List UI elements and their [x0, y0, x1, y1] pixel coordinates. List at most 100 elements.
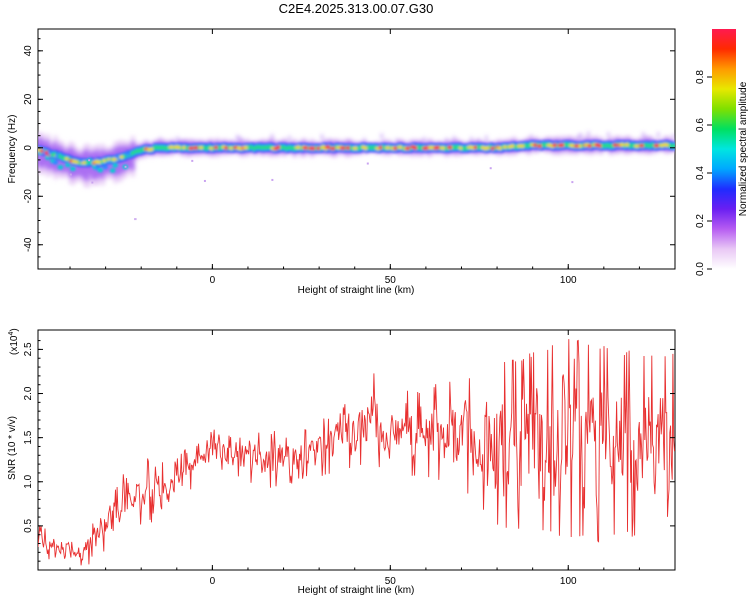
- heatmap-core: [38, 140, 675, 173]
- heatmap-speck: [445, 137, 448, 143]
- snr-x-tick-label: 100: [560, 576, 577, 587]
- heatmap-cell: [202, 145, 208, 150]
- heatmap-cell: [153, 145, 158, 150]
- heatmap-speck: [489, 167, 492, 170]
- heatmap-cell: [267, 145, 273, 149]
- heatmap-cell: [165, 146, 171, 151]
- colorbar-tick-label: 0.4: [695, 166, 706, 180]
- snr-multiplier-base: (x10: [9, 335, 20, 355]
- heatmap-speck: [271, 178, 274, 181]
- heatmap-speck: [236, 135, 239, 141]
- spectrogram-panel: 0 50 100 -40 -20 0 20 40 Height of straight lin…: [7, 28, 676, 296]
- heatmap-cell: [668, 143, 674, 148]
- heatmap-cell: [452, 145, 457, 150]
- heatmap-cell: [250, 145, 255, 149]
- heatmap-cell: [541, 142, 547, 147]
- heatmap-cell: [247, 145, 253, 150]
- heatmap-speck: [91, 181, 94, 184]
- heatmap-speck: [328, 138, 331, 144]
- heatmap-speck: [176, 136, 179, 142]
- heatmap-speck: [178, 139, 181, 145]
- heatmap-cell: [260, 145, 265, 150]
- snr-x-tick-label: 0: [210, 576, 216, 587]
- heatmap-speck: [271, 134, 274, 140]
- heatmap-speck: [288, 135, 291, 141]
- heatmap-speck: [124, 165, 127, 168]
- heatmap-speck: [238, 136, 241, 142]
- heatmap-speck: [366, 162, 369, 165]
- heatmap-cell: [524, 143, 529, 148]
- heatmap-cell: [648, 144, 654, 148]
- heatmap-cell: [564, 142, 569, 147]
- heatmap-speck: [477, 138, 480, 144]
- heatmap-cell: [444, 146, 450, 151]
- snr-y-multiplier: (x104): [8, 328, 20, 355]
- heatmap-speck: [134, 142, 137, 148]
- heatmap-cell: [133, 150, 138, 155]
- heatmap-cell: [628, 144, 634, 148]
- snr-x-label: Height of straight line (km): [298, 585, 415, 596]
- heatmap-cell: [601, 143, 606, 148]
- snr-y-label: SNR (10 * v/v): [7, 416, 18, 480]
- snr-y-tick-label: 2.0: [23, 386, 34, 400]
- heatmap-cell: [367, 145, 372, 150]
- colorbar-tick-label: 0.6: [695, 118, 706, 132]
- heatmap-speck: [649, 136, 652, 142]
- heatmap-cell: [60, 155, 66, 160]
- heatmap-blob: [109, 168, 116, 173]
- spectrogram-heatmap: [38, 131, 675, 221]
- colorbar-tick-label: 0.0: [695, 262, 706, 276]
- spectrogram-x-tick-label: 100: [560, 275, 577, 286]
- heatmap-cell: [163, 146, 168, 150]
- heatmap-cell: [265, 145, 270, 150]
- heatmap-cell: [160, 145, 166, 150]
- colorbar-tick-label: 0.8: [695, 70, 706, 84]
- heatmap-cell: [252, 146, 258, 151]
- heatmap-blob: [97, 167, 104, 173]
- heatmap-cell: [464, 146, 469, 151]
- colorbar-label: Normalized spectral amplitude: [738, 81, 749, 216]
- heatmap-cell: [138, 149, 143, 153]
- spectrogram-y-tick-label: 40: [23, 45, 34, 57]
- heatmap-speck: [587, 131, 590, 137]
- heatmap-blob: [102, 164, 109, 170]
- heatmap-speck: [203, 179, 206, 182]
- heatmap-cell: [255, 145, 260, 150]
- heatmap-cell: [566, 143, 572, 147]
- heatmap-blob: [52, 160, 59, 165]
- heatmap-cell: [514, 145, 519, 149]
- heatmap-cell: [461, 146, 467, 151]
- spectrogram-y-tick-label: -20: [23, 189, 34, 204]
- heatmap-speck: [183, 138, 186, 144]
- heatmap-speck: [657, 132, 660, 138]
- heatmap-cell: [185, 146, 190, 150]
- heatmap-cell: [369, 145, 375, 150]
- heatmap-speck: [642, 132, 645, 138]
- heatmap-speck: [88, 159, 91, 162]
- heatmap-cell: [158, 145, 163, 150]
- heatmap-speck: [530, 134, 533, 140]
- snr-multiplier-exp: 4: [8, 332, 15, 336]
- heatmap-cell: [671, 144, 675, 148]
- heatmap-speck: [571, 181, 574, 184]
- heatmap-speck: [241, 138, 244, 144]
- heatmap-speck: [348, 138, 351, 144]
- heatmap-speck: [644, 135, 647, 141]
- heatmap-speck: [485, 135, 488, 141]
- heatmap-cell: [382, 145, 387, 150]
- heatmap-cell: [85, 160, 91, 165]
- heatmap-cell: [280, 145, 285, 150]
- heatmap-cell: [526, 144, 532, 148]
- figure-title: C2E4.2025.313.00.07.G30: [279, 1, 434, 16]
- heatmap-cell: [50, 153, 56, 157]
- heatmap-speck: [363, 138, 366, 144]
- heatmap-speck: [69, 173, 72, 176]
- snr-y-tick-label: 1.5: [23, 430, 34, 444]
- heatmap-cell: [608, 144, 614, 148]
- colorbar-tick-label: 0.2: [695, 214, 706, 228]
- heatmap-cell: [287, 145, 293, 150]
- heatmap-blob: [57, 164, 64, 170]
- heatmap-blob: [70, 166, 76, 171]
- heatmap-cell: [372, 145, 377, 150]
